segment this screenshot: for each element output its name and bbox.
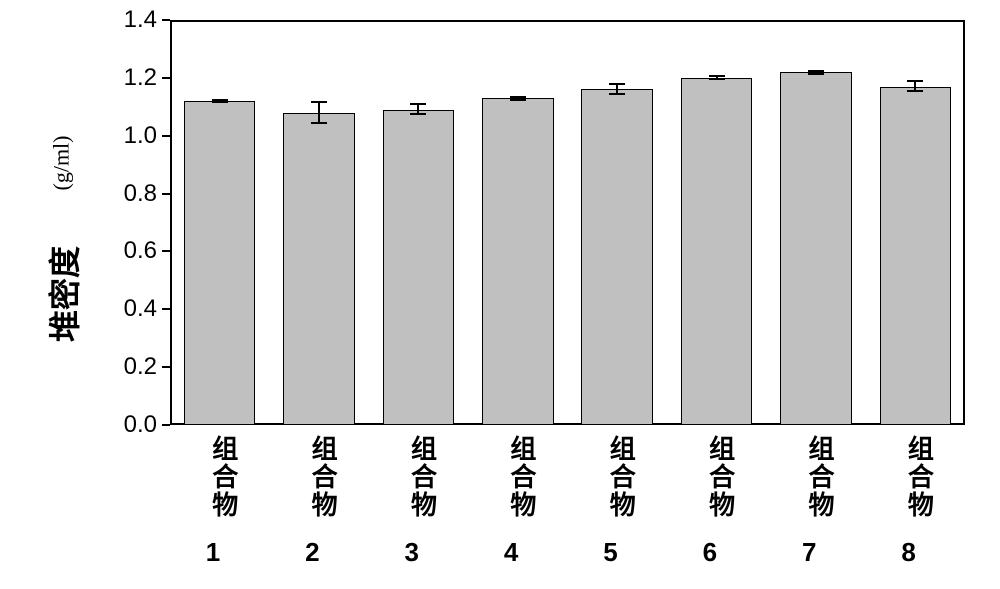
xtick-number: 3 [398,537,444,568]
error-bar-cap [510,96,526,98]
error-bar-cap [212,99,228,101]
bar [880,87,952,425]
error-bar-cap [907,80,923,82]
ytick-label: 0.6 [107,237,157,265]
y-axis-label-unit-text: (g/ml) [49,135,75,190]
xtick-number: 1 [200,537,246,568]
error-bar-cap [311,122,327,124]
y-axis-label-unit: (g/ml) [52,150,107,176]
ytick-mark [162,77,170,79]
error-bar-cap [212,101,228,103]
error-bar-cap [410,113,426,115]
xtick-number: 6 [697,537,743,568]
ytick-mark [162,366,170,368]
error-bar-cap [709,75,725,77]
bar [184,101,256,425]
error-bar-stem [318,102,320,122]
bar [283,113,355,425]
error-bar-cap [907,90,923,92]
error-bar-cap [709,78,725,80]
ytick-label: 0.2 [107,353,157,381]
ytick-label: 0.0 [107,411,157,439]
error-bar-cap [311,101,327,103]
ytick-mark [162,250,170,252]
bar [681,78,753,425]
ytick-mark [162,135,170,137]
bar [780,72,852,425]
error-bar-cap [510,99,526,101]
xtick-label: 组合物 [205,435,242,519]
error-bar-cap [808,70,824,72]
bar [482,98,554,425]
error-bar-cap [609,83,625,85]
ytick-label: 1.4 [107,6,157,34]
xtick-number: 5 [597,537,643,568]
error-bar-cap [410,103,426,105]
ytick-mark [162,19,170,21]
ytick-label: 1.2 [107,64,157,92]
xtick-number: 8 [895,537,941,568]
xtick-label: 组合物 [602,435,639,519]
xtick-label: 组合物 [503,435,540,519]
ytick-label: 0.4 [107,295,157,323]
xtick-label: 组合物 [304,435,341,519]
ytick-label: 1.0 [107,122,157,150]
xtick-label: 组合物 [702,435,739,519]
bar [581,89,653,425]
xtick-number: 2 [299,537,345,568]
xtick-label: 组合物 [900,435,937,519]
ytick-mark [162,308,170,310]
xtick-label: 组合物 [801,435,838,519]
y-axis-label-cn: 堆密度 [40,246,86,342]
error-bar-cap [609,93,625,95]
ytick-mark [162,193,170,195]
error-bar-cap [808,73,824,75]
xtick-number: 4 [498,537,544,568]
xtick-label: 组合物 [403,435,440,519]
chart-container: 堆密度 (g/ml) 0.0 0.2 0.4 0.6 0.8 1.0 1.2 1.4 组合物 1… [0,0,1000,589]
ytick-label: 0.8 [107,180,157,208]
bar [383,110,455,425]
ytick-mark [162,424,170,426]
xtick-number: 7 [796,537,842,568]
